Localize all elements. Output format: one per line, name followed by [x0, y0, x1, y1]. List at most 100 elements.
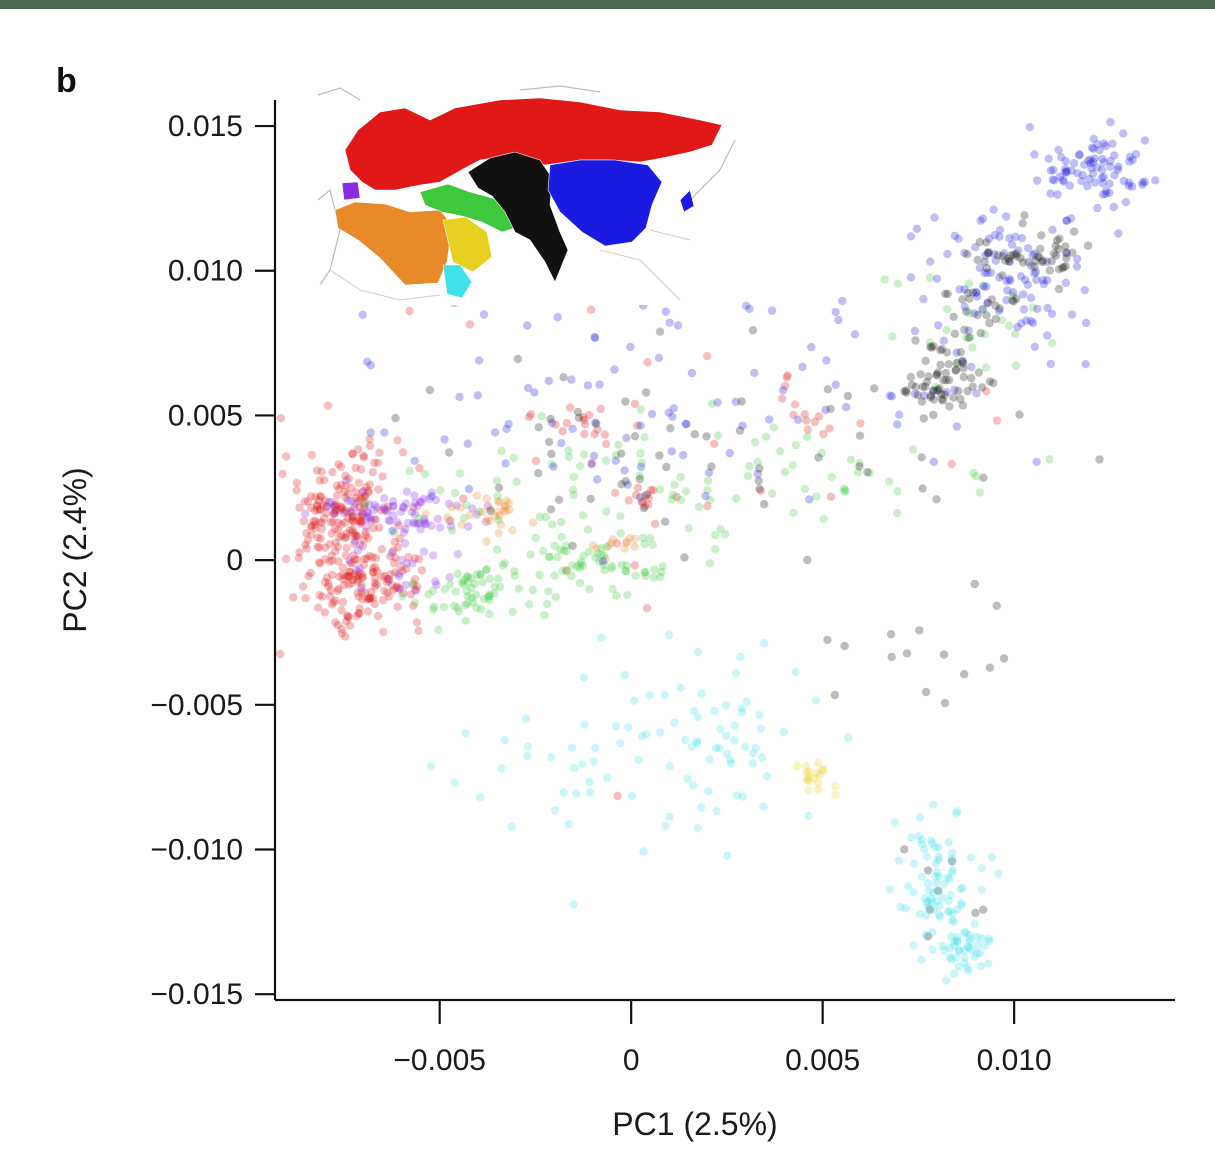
scatter-point	[353, 445, 363, 454]
scatter-point	[545, 552, 554, 561]
scatter-point	[958, 295, 967, 304]
map-region-horn-of-africa	[442, 264, 473, 299]
scatter-point	[476, 569, 485, 579]
scatter-point	[329, 598, 338, 607]
scatter-point	[485, 591, 494, 601]
scatter-point	[676, 495, 686, 505]
scatter-point	[1011, 361, 1021, 370]
scatter-point	[767, 306, 777, 315]
scatter-point	[863, 467, 872, 477]
scatter-point	[638, 498, 647, 507]
map-region-east-asia	[547, 159, 663, 247]
scatter-point	[1004, 257, 1014, 266]
scatter-point	[526, 550, 535, 559]
scatter-point	[454, 607, 463, 616]
scatter-point	[778, 386, 788, 395]
scatter-point	[380, 505, 389, 514]
scatter-point	[490, 428, 500, 437]
scatter-point	[331, 618, 340, 627]
scatter-point	[562, 419, 571, 428]
scatter-point	[607, 564, 616, 573]
scatter-point	[333, 542, 343, 551]
scatter-point	[917, 835, 926, 845]
scatter-point	[539, 546, 548, 556]
scatter-point	[583, 525, 593, 534]
series-purple	[301, 476, 492, 595]
scatter-point	[825, 424, 834, 433]
scatter-point	[607, 538, 616, 548]
scatter-point	[646, 485, 656, 494]
scatter-point	[978, 304, 988, 313]
scatter-point	[1055, 234, 1064, 243]
scatter-point	[690, 430, 699, 439]
scatter-point	[995, 232, 1004, 241]
scatter-point	[523, 742, 533, 751]
scatter-point	[611, 456, 620, 465]
scatter-point	[450, 601, 459, 611]
scatter-point	[1106, 162, 1115, 171]
scatter-point	[317, 524, 326, 534]
scatter-point	[334, 460, 343, 469]
scatter-point	[306, 503, 316, 512]
scatter-point	[331, 506, 340, 516]
scatter-point	[1049, 249, 1059, 258]
scatter-point	[732, 494, 741, 503]
scatter-point	[1078, 171, 1087, 180]
scatter-point	[470, 579, 480, 588]
scatter-point	[612, 591, 621, 600]
scatter-point	[990, 230, 1000, 240]
scatter-point	[399, 502, 408, 512]
scatter-point	[625, 533, 634, 543]
scatter-point	[392, 583, 401, 593]
scatter-point	[909, 941, 918, 950]
scatter-point	[1068, 248, 1077, 257]
scatter-point	[822, 356, 831, 365]
scatter-point	[763, 772, 772, 781]
scatter-point	[372, 503, 382, 512]
scatter-point	[586, 494, 595, 504]
scatter-point	[461, 729, 470, 738]
scatter-point	[921, 356, 930, 366]
scatter-point	[325, 557, 334, 566]
scatter-point	[547, 449, 556, 459]
scatter-point	[1007, 240, 1017, 249]
scatter-point	[737, 397, 746, 406]
scatter-point	[381, 506, 390, 515]
scatter-point	[360, 502, 369, 511]
scatter-point	[762, 432, 771, 441]
scatter-point	[547, 460, 556, 469]
scatter-point	[968, 343, 977, 352]
scatter-point	[343, 496, 353, 505]
scatter-point	[856, 419, 865, 428]
scatter-point	[802, 768, 811, 777]
scatter-point	[1013, 246, 1023, 255]
scatter-point	[888, 332, 897, 341]
scatter-point	[923, 878, 933, 888]
scatter-point	[1106, 156, 1115, 166]
scatter-point	[357, 580, 366, 590]
scatter-point	[347, 483, 356, 492]
scatter-point	[809, 773, 819, 783]
x-tick-label: 0.010	[977, 1044, 1052, 1077]
scatter-point	[1018, 258, 1028, 267]
scatter-point	[944, 360, 954, 369]
scatter-point	[935, 384, 944, 393]
scatter-point	[1067, 166, 1076, 175]
scatter-point	[357, 583, 366, 593]
scatter-point	[1037, 231, 1046, 240]
scatter-point	[593, 425, 602, 434]
scatter-point	[939, 650, 949, 659]
scatter-point	[911, 382, 920, 391]
scatter-point	[933, 886, 942, 895]
scatter-point	[938, 893, 947, 902]
scatter-point	[333, 620, 342, 630]
scatter-point	[307, 530, 316, 539]
scatter-point	[427, 488, 436, 497]
scatter-point	[621, 477, 630, 486]
scatter-point	[666, 424, 675, 433]
scatter-point	[932, 868, 942, 877]
scatter-point	[346, 506, 356, 516]
scatter-point	[945, 943, 955, 953]
scatter-point	[339, 575, 348, 584]
scatter-point	[326, 518, 335, 527]
